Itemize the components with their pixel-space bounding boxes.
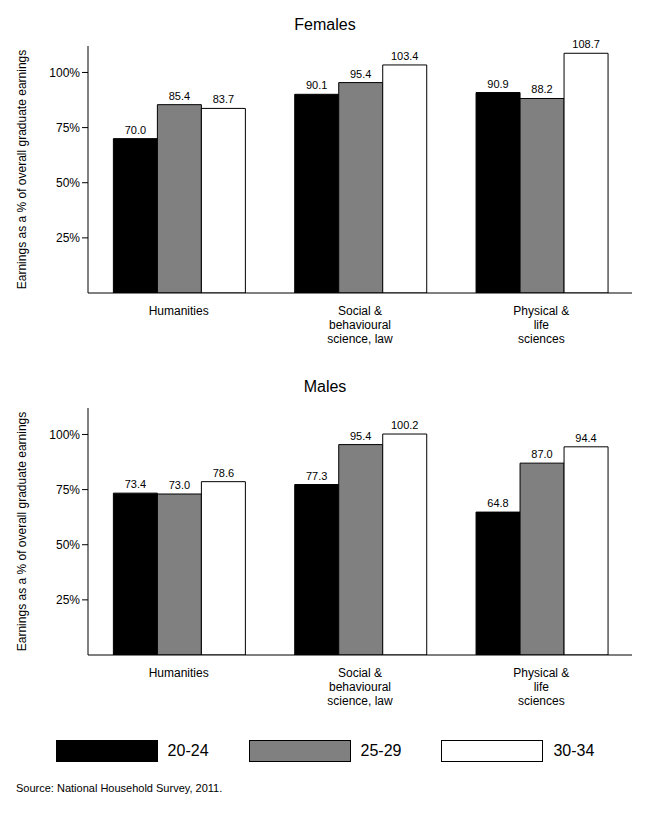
html-text:30-34: 30-34 [553, 742, 595, 759]
html-text:Males: Males [303, 378, 347, 395]
svg-text:75%: 75% [56, 483, 80, 497]
svg-text:90.1: 90.1 [306, 79, 327, 91]
html-text:Source: National Household Sur: Source: National Household Survey, 2011. [16, 782, 223, 794]
svg-text:103.4: 103.4 [391, 50, 419, 62]
svg-text:Social &behaviouralscience, la: Social &behaviouralscience, law [327, 666, 393, 708]
html-text:20-24: 20-24 [167, 742, 209, 759]
svg-text:85.4: 85.4 [169, 90, 190, 102]
svg-text:77.3: 77.3 [306, 470, 327, 482]
svg-text:Earnings as a % of overall gra: Earnings as a % of overall graduate earn… [15, 412, 29, 651]
svg-text:64.8: 64.8 [487, 497, 508, 509]
html-text:25-29: 25-29 [360, 742, 402, 759]
svg-text:95.4: 95.4 [350, 430, 371, 442]
svg-text:90.9: 90.9 [487, 78, 508, 90]
svg-text:78.6: 78.6 [213, 467, 234, 479]
svg-text:50%: 50% [56, 538, 80, 552]
svg-text:83.7: 83.7 [213, 93, 234, 105]
svg-text:88.2: 88.2 [531, 83, 552, 95]
svg-text:50%: 50% [56, 176, 80, 190]
svg-text:73.4: 73.4 [125, 478, 146, 490]
svg-text:25%: 25% [56, 593, 80, 607]
svg-text:100.2: 100.2 [391, 419, 419, 431]
svg-text:94.4: 94.4 [575, 432, 596, 444]
svg-text:Physical &lifesciences: Physical &lifesciences [513, 666, 569, 708]
svg-text:25%: 25% [56, 231, 80, 245]
svg-text:75%: 75% [56, 121, 80, 135]
svg-text:108.7: 108.7 [572, 38, 600, 50]
svg-text:100%: 100% [49, 66, 80, 80]
svg-text:87.0: 87.0 [531, 448, 552, 460]
svg-text:Humanities: Humanities [149, 304, 209, 318]
svg-text:73.0: 73.0 [169, 479, 190, 491]
html-text:Females: Females [294, 16, 356, 33]
svg-text:Social &behaviouralscience, la: Social &behaviouralscience, law [327, 304, 393, 346]
svg-text:Earnings as a % of overall gra: Earnings as a % of overall graduate earn… [15, 50, 29, 289]
svg-text:Physical &lifesciences: Physical &lifesciences [513, 304, 569, 346]
svg-text:70.0: 70.0 [125, 124, 146, 136]
svg-text:Humanities: Humanities [149, 666, 209, 680]
svg-text:95.4: 95.4 [350, 68, 371, 80]
svg-text:100%: 100% [49, 428, 80, 442]
